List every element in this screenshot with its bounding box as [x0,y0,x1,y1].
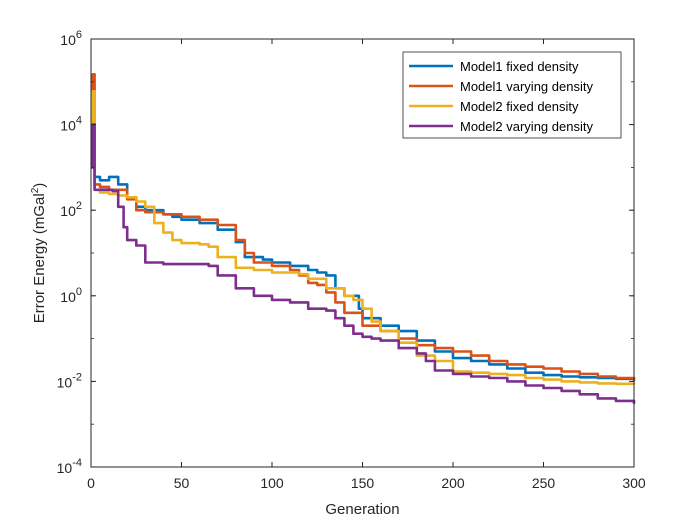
legend-label: Model2 fixed density [460,99,579,114]
y-axis-label-text: Error Energy (mGal [31,193,48,323]
series-layer [91,73,636,404]
legend-label: Model2 varying density [460,119,593,134]
x-tick-label: 0 [87,475,95,491]
y-tick-label: 10-2 [57,371,82,390]
y-axis-label-close: ) [31,183,48,188]
y-axis: 10-4 10-2 100 102 104 106 [57,29,634,476]
x-tick-label: 300 [622,475,646,491]
y-tick-label: 10-4 [57,457,82,476]
series-line-2 [91,73,636,382]
y-axis-label-superscript: 2 [30,187,41,193]
series-line-3 [91,90,636,386]
x-axis: 0 50 100 150 200 250 300 [87,39,646,491]
y-tick-label: 106 [60,29,82,48]
x-tick-label: 100 [260,475,284,491]
legend: Model1 fixed density Model1 varying densi… [402,51,622,139]
series-line-4 [91,123,636,404]
y-axis-label: Error Energy (mGal2) [30,183,48,324]
x-tick-label: 200 [441,475,465,491]
y-tick-label: 100 [60,286,82,305]
y-tick-label: 104 [60,115,82,134]
x-tick-label: 150 [351,475,375,491]
x-tick-label: 50 [174,475,190,491]
legend-label: Model1 varying density [460,79,593,94]
y-tick-label: 102 [60,200,82,219]
x-axis-label: Generation [325,501,399,518]
legend-label: Model1 fixed density [460,59,579,74]
x-tick-label: 250 [532,475,556,491]
